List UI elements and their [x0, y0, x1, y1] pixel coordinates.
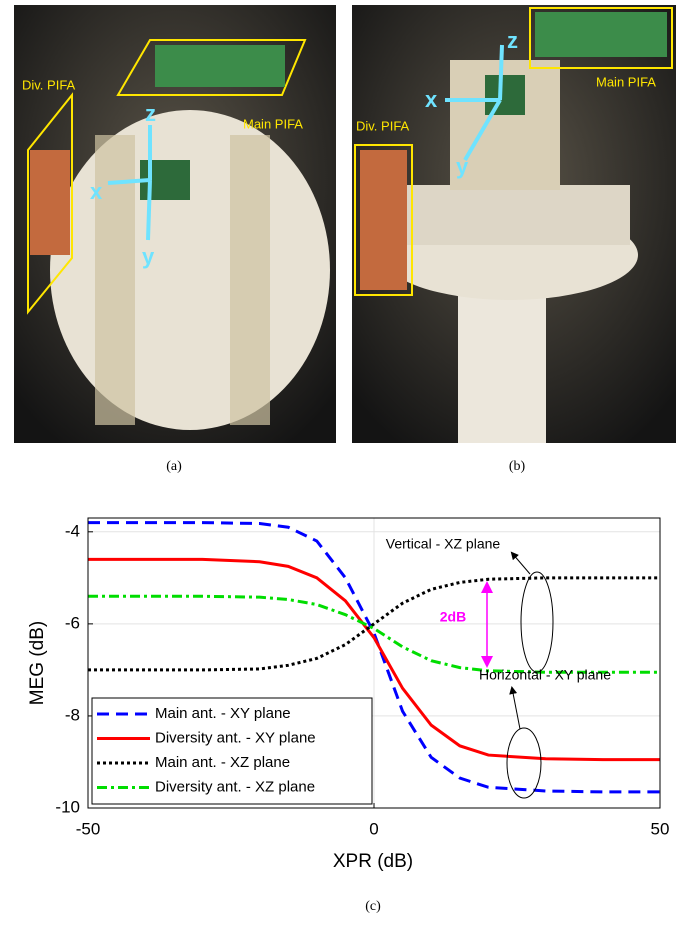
axis-label: y — [456, 154, 469, 179]
arrow — [510, 551, 531, 575]
annotation: Vertical - XZ plane — [386, 536, 501, 552]
label: Div. PIFA — [356, 118, 410, 133]
axis-label: x — [425, 87, 438, 112]
photo-a: Div. PIFA Main PIFA x y z — [14, 5, 336, 443]
caption: (b) — [509, 459, 526, 474]
x-axis-label: XPR (dB) — [333, 851, 413, 872]
y-tick-label: -4 — [65, 521, 80, 540]
annotation: 2dB — [440, 609, 466, 625]
ellipse — [520, 571, 554, 673]
y-tick-label: -8 — [65, 705, 80, 724]
legend-box — [91, 697, 373, 805]
x-tick-label: -50 — [76, 819, 101, 838]
annotation: Horizontal - XY plane — [479, 667, 611, 683]
legend-label: Main ant. - XY plane — [155, 705, 291, 722]
x-tick-label: 0 — [369, 819, 378, 838]
y-tick-label: -10 — [55, 797, 80, 816]
y-axis-label: MEG (dB) — [27, 621, 48, 705]
arrow — [509, 686, 521, 730]
legend-label: Main ant. - XZ plane — [155, 754, 290, 771]
axis-label: z — [507, 28, 518, 53]
ellipse — [506, 727, 542, 799]
axis-label: z — [145, 101, 156, 126]
axis-label: y — [142, 244, 155, 269]
line — [88, 521, 660, 794]
label: Main PIFA — [596, 74, 656, 89]
legend-label: Diversity ant. - XY plane — [155, 729, 316, 746]
line — [88, 576, 660, 672]
legend: Main ant. - XY plane Diversity ant. - XY … — [91, 697, 373, 805]
photo-b: Div. PIFA Main PIFA x y z — [352, 5, 676, 443]
line — [88, 557, 660, 762]
legend-label: Diversity ant. - XZ plane — [155, 778, 315, 795]
axis-label: x — [90, 179, 103, 204]
label: Main PIFA — [243, 116, 303, 131]
x-tick-label: 50 — [651, 819, 670, 838]
label: Div. PIFA — [22, 77, 76, 92]
caption: (a) — [166, 459, 182, 474]
y-tick-label: -6 — [65, 613, 80, 632]
caption: (c) — [365, 899, 381, 914]
plot-frame — [87, 517, 661, 809]
